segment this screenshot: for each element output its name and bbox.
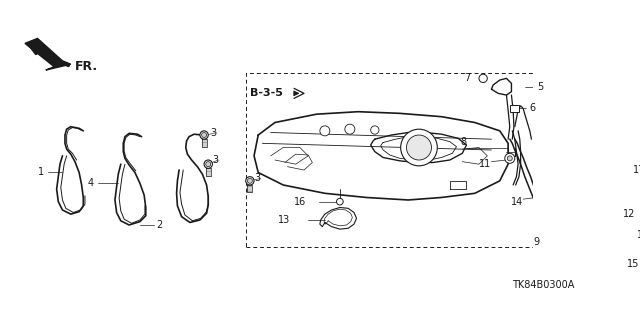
Text: TK84B0300A: TK84B0300A <box>512 280 575 290</box>
Circle shape <box>545 226 555 236</box>
Circle shape <box>200 131 208 139</box>
Circle shape <box>621 172 629 181</box>
Text: 16: 16 <box>294 197 307 207</box>
Circle shape <box>320 126 330 136</box>
Polygon shape <box>25 38 71 70</box>
Text: 14: 14 <box>511 197 523 207</box>
Text: FR.: FR. <box>75 60 98 73</box>
Text: 11: 11 <box>479 159 492 169</box>
Circle shape <box>337 198 343 205</box>
Circle shape <box>581 208 635 262</box>
Circle shape <box>406 135 431 160</box>
Circle shape <box>547 228 552 233</box>
Text: 5: 5 <box>537 82 543 92</box>
Circle shape <box>536 191 544 199</box>
Text: 8: 8 <box>460 137 467 147</box>
Circle shape <box>508 156 512 161</box>
Text: 4: 4 <box>88 178 93 188</box>
FancyBboxPatch shape <box>510 105 519 112</box>
Circle shape <box>479 74 487 83</box>
Text: 15: 15 <box>627 259 640 269</box>
Circle shape <box>202 132 207 138</box>
Text: 9: 9 <box>534 236 540 247</box>
Text: 3: 3 <box>212 155 218 165</box>
Text: 3: 3 <box>210 127 216 138</box>
Circle shape <box>401 129 437 166</box>
Circle shape <box>205 162 211 167</box>
Circle shape <box>588 215 628 255</box>
Text: B-3-5: B-3-5 <box>250 88 284 98</box>
Circle shape <box>505 153 515 163</box>
Text: 7: 7 <box>465 73 470 84</box>
Text: 6: 6 <box>529 103 535 113</box>
Circle shape <box>248 178 252 183</box>
Text: 3: 3 <box>254 173 260 183</box>
Text: 10: 10 <box>637 230 640 240</box>
Circle shape <box>595 222 621 248</box>
Text: 1: 1 <box>38 167 44 178</box>
Text: 17: 17 <box>633 165 640 175</box>
Text: 13: 13 <box>278 215 290 225</box>
Circle shape <box>345 124 355 134</box>
Circle shape <box>246 177 254 185</box>
Circle shape <box>204 160 212 168</box>
Circle shape <box>582 210 591 218</box>
Circle shape <box>371 126 379 134</box>
Text: 12: 12 <box>623 209 636 219</box>
Text: 2: 2 <box>156 220 162 230</box>
